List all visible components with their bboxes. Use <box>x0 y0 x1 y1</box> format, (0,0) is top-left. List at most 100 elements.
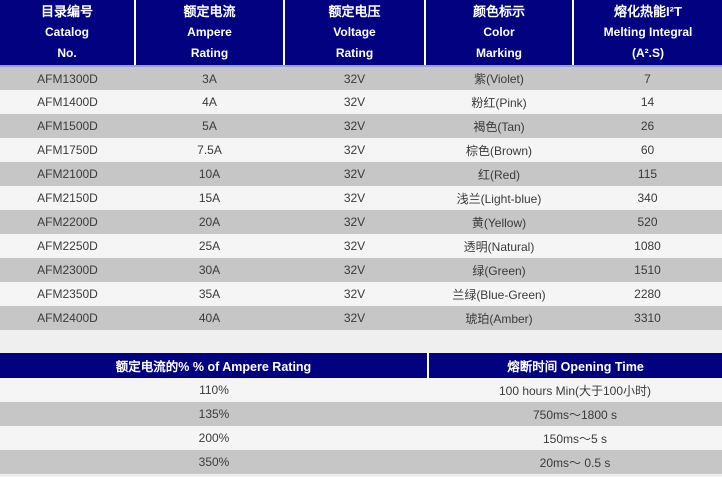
header-ampere-en2: Rating <box>190 46 229 60</box>
table-spacer <box>0 330 722 353</box>
table-row: AFM2350D 35A 32V 兰绿(Blue-Green) 2280 <box>0 282 722 306</box>
cell-melting-integral: 7 <box>644 71 651 86</box>
header-opening-time: 熔断时间 Opening Time <box>428 353 722 378</box>
table-row: 200% 150ms～5 s <box>0 426 722 450</box>
cell-percent: 350% <box>198 455 230 469</box>
cell-catalog: AFM2200D <box>37 215 98 229</box>
cell-color-marking: 透明(Natural) <box>463 239 535 254</box>
cell-catalog: AFM1400D <box>37 95 98 109</box>
cell-ampere-rating: 30A <box>198 263 221 277</box>
header-ampere-rating: 额定电流 Ampere Rating <box>135 0 285 67</box>
header-catalog-en1: Catalog <box>44 25 89 39</box>
fuse-spec-header: 目录编号 Catalog No. 额定电流 Ampere Rating 额定电压… <box>0 0 722 67</box>
cell-color-marking: 兰绿(Blue-Green) <box>452 287 546 302</box>
cell-ampere-rating: 20A <box>198 215 221 229</box>
cell-ampere-rating: 25A <box>198 239 221 253</box>
cell-catalog: AFM2350D <box>37 287 98 301</box>
header-ampere-en1: Ampere <box>187 25 232 39</box>
table-row: AFM1750D 7.5A 32V 棕色(Brown) 60 <box>0 138 722 162</box>
table-row: AFM2200D 20A 32V 黄(Yellow) 520 <box>0 210 722 234</box>
cell-melting-integral: 26 <box>640 119 655 133</box>
header-voltage-en1: Voltage <box>333 25 376 39</box>
table-row: AFM2400D 40A 32V 琥珀(Amber) 3310 <box>0 306 722 330</box>
cell-catalog: AFM2100D <box>37 167 98 181</box>
cell-ampere-rating: 4A <box>202 95 217 109</box>
cell-voltage-rating: 32V <box>343 95 366 109</box>
cell-color-marking: 棕色(Brown) <box>465 143 532 158</box>
cell-voltage-rating: 32V <box>343 119 366 133</box>
header-catalog-en2: No. <box>57 46 77 60</box>
header-melting-integral: 熔化热能I²T Melting Integral (A².S) <box>573 0 722 67</box>
table-row: AFM1300D 3A 32V 紫(Violet) 7 <box>0 66 722 90</box>
cell-ampere-rating: 40A <box>198 311 221 325</box>
cell-melting-integral: 340 <box>637 191 658 205</box>
header-row: 目录编号 Catalog No. 额定电流 Ampere Rating 额定电压… <box>0 0 722 67</box>
cell-color-marking: 浅兰(Light-blue) <box>456 191 542 206</box>
cell-color-marking: 紫(Violet) <box>474 72 524 86</box>
header-voltage-zh: 额定电压 <box>328 4 381 19</box>
cell-color-marking: 黄(Yellow) <box>471 215 527 230</box>
cell-voltage-rating: 32V <box>343 239 366 253</box>
cell-melting-integral: 60 <box>640 143 655 157</box>
cell-opening-time: 750ms～1800 s <box>532 407 618 422</box>
cell-melting-integral: 1510 <box>634 263 661 277</box>
cell-voltage-rating: 32V <box>343 143 366 157</box>
header-color-en2: Marking <box>475 46 522 60</box>
table-row: 135% 750ms～1800 s <box>0 402 722 426</box>
header-row: 额定电流的% % of Ampere Rating 熔断时间 Opening T… <box>0 353 722 378</box>
cell-ampere-rating: 7.5A <box>197 143 222 157</box>
table-row: AFM2250D 25A 32V 透明(Natural) 1080 <box>0 234 722 258</box>
header-melting-en2: (A².S) <box>632 46 664 60</box>
cell-voltage-rating: 32V <box>343 167 366 181</box>
table-row: AFM2150D 15A 32V 浅兰(Light-blue) 340 <box>0 186 722 210</box>
cell-ampere-rating: 10A <box>198 167 221 181</box>
cell-catalog: AFM2150D <box>37 191 98 205</box>
cell-ampere-rating: 3A <box>202 71 217 86</box>
fuse-spec-table: 目录编号 Catalog No. 额定电流 Ampere Rating 额定电压… <box>0 0 722 330</box>
header-voltage-en2: Rating <box>335 46 374 60</box>
cell-voltage-rating: 32V <box>343 191 366 205</box>
cell-catalog: AFM2300D <box>37 263 98 277</box>
cell-melting-integral: 2280 <box>634 287 661 301</box>
cell-catalog: AFM1500D <box>37 119 98 133</box>
cell-catalog: AFM2250D <box>37 239 98 253</box>
cell-color-marking: 红(Red) <box>477 167 520 182</box>
cell-melting-integral: 1080 <box>634 239 661 253</box>
cell-voltage-rating: 32V <box>343 287 366 301</box>
cell-opening-time: 150ms～5 s <box>542 431 608 446</box>
table-row: AFM2100D 10A 32V 红(Red) 115 <box>0 162 722 186</box>
cell-voltage-rating: 32V <box>343 311 366 325</box>
fuse-spec-body: AFM1300D 3A 32V 紫(Violet) 7 AFM1400D 4A … <box>0 66 722 330</box>
table-row: AFM1400D 4A 32V 粉红(Pink) 14 <box>0 90 722 114</box>
header-catalog-zh: 目录编号 <box>40 4 93 19</box>
header-ampere-percent: 额定电流的% % of Ampere Rating <box>0 353 429 378</box>
cell-catalog: AFM1750D <box>37 143 98 157</box>
cell-voltage-rating: 32V <box>343 263 366 277</box>
cell-catalog: AFM2400D <box>37 311 98 325</box>
cell-ampere-rating: 5A <box>202 119 217 133</box>
cell-melting-integral: 115 <box>637 167 658 181</box>
header-color-marking: 颜色标示 Color Marking <box>425 0 574 67</box>
table-row: 350% 20ms～ 0.5 s <box>0 450 722 474</box>
cell-percent: 110% <box>199 383 229 397</box>
cell-melting-integral: 3310 <box>634 311 661 325</box>
table-row: AFM2300D 30A 32V 绿(Green) 1510 <box>0 258 722 282</box>
header-voltage-rating: 额定电压 Voltage Rating <box>284 0 426 67</box>
cell-ampere-rating: 15A <box>198 191 221 205</box>
cell-opening-time: 100 hours Min(大于100小时) <box>498 383 652 398</box>
opening-time-body: 110% 100 hours Min(大于100小时) 135% 750ms～1… <box>0 378 722 474</box>
cell-catalog: AFM1300D <box>37 71 98 86</box>
cell-percent: 135% <box>198 407 230 421</box>
cell-percent: 200% <box>198 431 230 445</box>
table-row: AFM1500D 5A 32V 褐色(Tan) 26 <box>0 114 722 138</box>
cell-opening-time: 20ms～ 0.5 s <box>539 455 611 470</box>
header-melting-en1: Melting Integral <box>603 25 693 39</box>
cell-melting-integral: 520 <box>637 215 658 229</box>
cell-voltage-rating: 32V <box>343 215 366 229</box>
header-color-en1: Color <box>483 25 515 39</box>
cell-color-marking: 绿(Green) <box>472 263 526 278</box>
cell-voltage-rating: 32V <box>343 71 366 86</box>
header-ampere-zh: 额定电流 <box>183 4 236 19</box>
cell-melting-integral: 14 <box>640 95 655 109</box>
